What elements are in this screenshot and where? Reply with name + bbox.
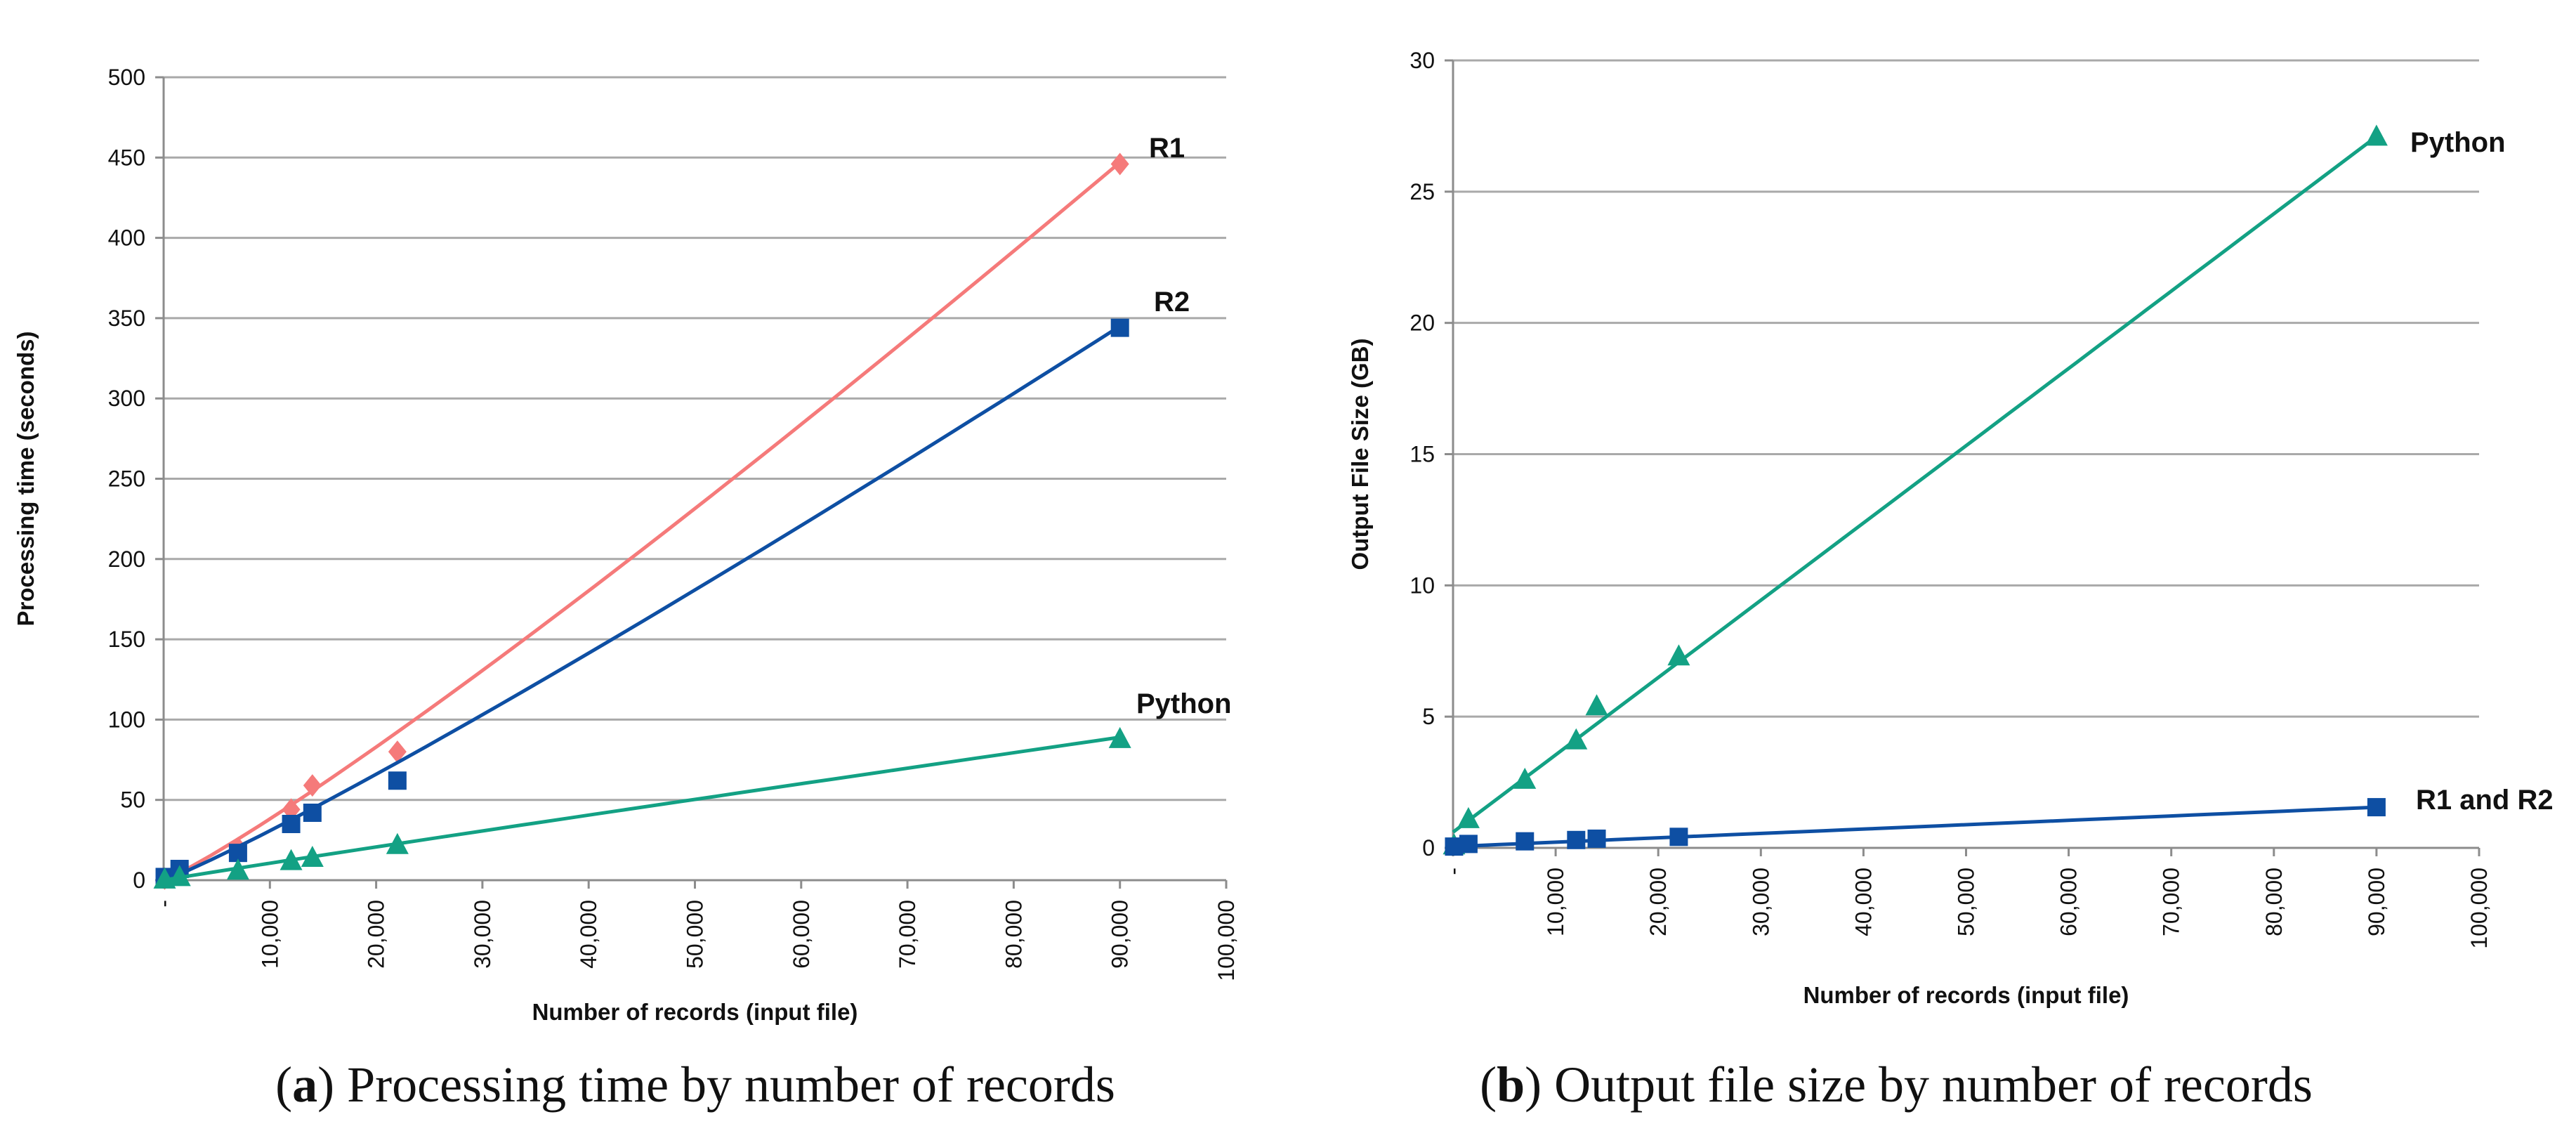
y-tick-label: 20 xyxy=(1409,310,1435,336)
chart-caption: (a) Processing time by number of records xyxy=(275,1057,1115,1113)
data-point-r1-and-r2 xyxy=(2367,798,2386,817)
x-axis-title: Number of records (input file) xyxy=(1803,982,2129,1008)
data-point-python xyxy=(1457,806,1480,828)
x-tick-label: 50,000 xyxy=(1954,868,1979,936)
trend-line-r2 xyxy=(163,325,1122,882)
x-tick-label: 70,000 xyxy=(2159,868,2184,936)
data-point-python xyxy=(1585,694,1608,716)
chart-panel-a: 0 50 100 150 200 250 300 350 400 450 500 - 10,000 20,… xyxy=(13,65,1239,1113)
trend-line-r1 xyxy=(162,161,1122,882)
chart-panel-b: 0 5 10 15 20 25 30 - 10,000 20,000 30,000 40,000 50,… xyxy=(1347,48,2554,1113)
data-point-r2 xyxy=(388,771,407,790)
data-point-python xyxy=(168,865,191,887)
data-point-r1-and-r2 xyxy=(1669,828,1688,846)
y-tick-label: 0 xyxy=(1422,835,1435,861)
y-tick-label: 500 xyxy=(108,65,145,90)
data-point-python xyxy=(1108,726,1131,748)
data-point-r1-and-r2 xyxy=(1587,829,1606,848)
y-tick-label: 5 xyxy=(1422,704,1435,729)
y-tick-label: 25 xyxy=(1409,179,1435,204)
data-point-python xyxy=(2365,124,2388,146)
x-tick-label: - xyxy=(151,900,176,908)
data-point-python xyxy=(1667,644,1690,666)
data-point-python xyxy=(1565,728,1588,750)
data-point-r1-and-r2 xyxy=(1516,832,1535,851)
data-point-r1 xyxy=(303,774,322,797)
x-tick-label: 40,000 xyxy=(1851,868,1876,936)
y-tick-label: 300 xyxy=(108,386,145,411)
x-tick-label: 20,000 xyxy=(1645,868,1671,936)
data-point-r2 xyxy=(303,803,322,822)
x-tick-label: 90,000 xyxy=(2364,868,2389,936)
x-tick-label: 50,000 xyxy=(683,900,708,969)
trend-line-python xyxy=(1452,135,2378,834)
y-tick-label: 100 xyxy=(108,707,145,732)
y-tick-label: 10 xyxy=(1409,573,1435,598)
trend-line-r1-and-r2 xyxy=(1452,805,2377,849)
y-axis-title: Processing time (seconds) xyxy=(13,332,39,627)
x-tick-label: 80,000 xyxy=(2261,868,2287,936)
x-tick-label: 60,000 xyxy=(2056,868,2082,936)
x-tick-label: 70,000 xyxy=(895,900,920,969)
data-point-r1 xyxy=(1110,152,1129,176)
y-tick-label: 150 xyxy=(108,627,145,652)
y-tick-label: 250 xyxy=(108,466,145,492)
y-tick-label: 450 xyxy=(108,145,145,170)
data-point-python xyxy=(226,858,249,880)
trend-line-python xyxy=(163,735,1121,882)
x-tick-label: 90,000 xyxy=(1108,900,1133,969)
series-label-r1-and-r2: R1 and R2 xyxy=(2416,785,2554,816)
x-tick-label: 20,000 xyxy=(364,900,389,969)
x-tick-label: 100,000 xyxy=(1214,900,1239,981)
y-tick-label: 200 xyxy=(108,547,145,572)
data-point-python xyxy=(301,845,324,867)
x-tick-label: 10,000 xyxy=(1543,868,1568,936)
data-point-python xyxy=(280,849,303,870)
x-tick-label: 100,000 xyxy=(2466,868,2492,949)
x-tick-label: 30,000 xyxy=(470,900,495,969)
data-point-python xyxy=(386,832,409,854)
data-point-r1 xyxy=(388,740,407,764)
y-tick-label: 400 xyxy=(108,225,145,251)
y-tick-label: 50 xyxy=(120,787,145,813)
series-label-r2: R2 xyxy=(1154,287,1190,318)
x-tick-label: - xyxy=(1440,868,1466,875)
x-tick-label: 80,000 xyxy=(1001,900,1026,969)
y-tick-label: 0 xyxy=(133,868,145,893)
data-point-r1-and-r2 xyxy=(1567,830,1586,849)
data-point-r1-and-r2 xyxy=(1459,835,1478,854)
y-tick-label: 350 xyxy=(108,306,145,331)
y-tick-label: 15 xyxy=(1409,442,1435,467)
series-label-r1: R1 xyxy=(1149,133,1185,164)
x-tick-label: 40,000 xyxy=(576,900,601,969)
series-label-python: Python xyxy=(2410,127,2506,158)
y-axis-title: Output File Size (GB) xyxy=(1347,339,1373,570)
x-tick-label: 30,000 xyxy=(1748,868,1773,936)
data-point-python xyxy=(1513,767,1537,789)
data-point-r2 xyxy=(1110,318,1129,337)
y-tick-label: 30 xyxy=(1409,48,1435,73)
series-label-python: Python xyxy=(1136,688,1232,719)
chart-caption: (b) Output file size by number of record… xyxy=(1480,1057,2313,1113)
x-tick-label: 60,000 xyxy=(789,900,814,969)
x-tick-label: 10,000 xyxy=(257,900,282,969)
x-axis-title: Number of records (input file) xyxy=(532,999,858,1025)
data-point-r2 xyxy=(282,814,301,833)
